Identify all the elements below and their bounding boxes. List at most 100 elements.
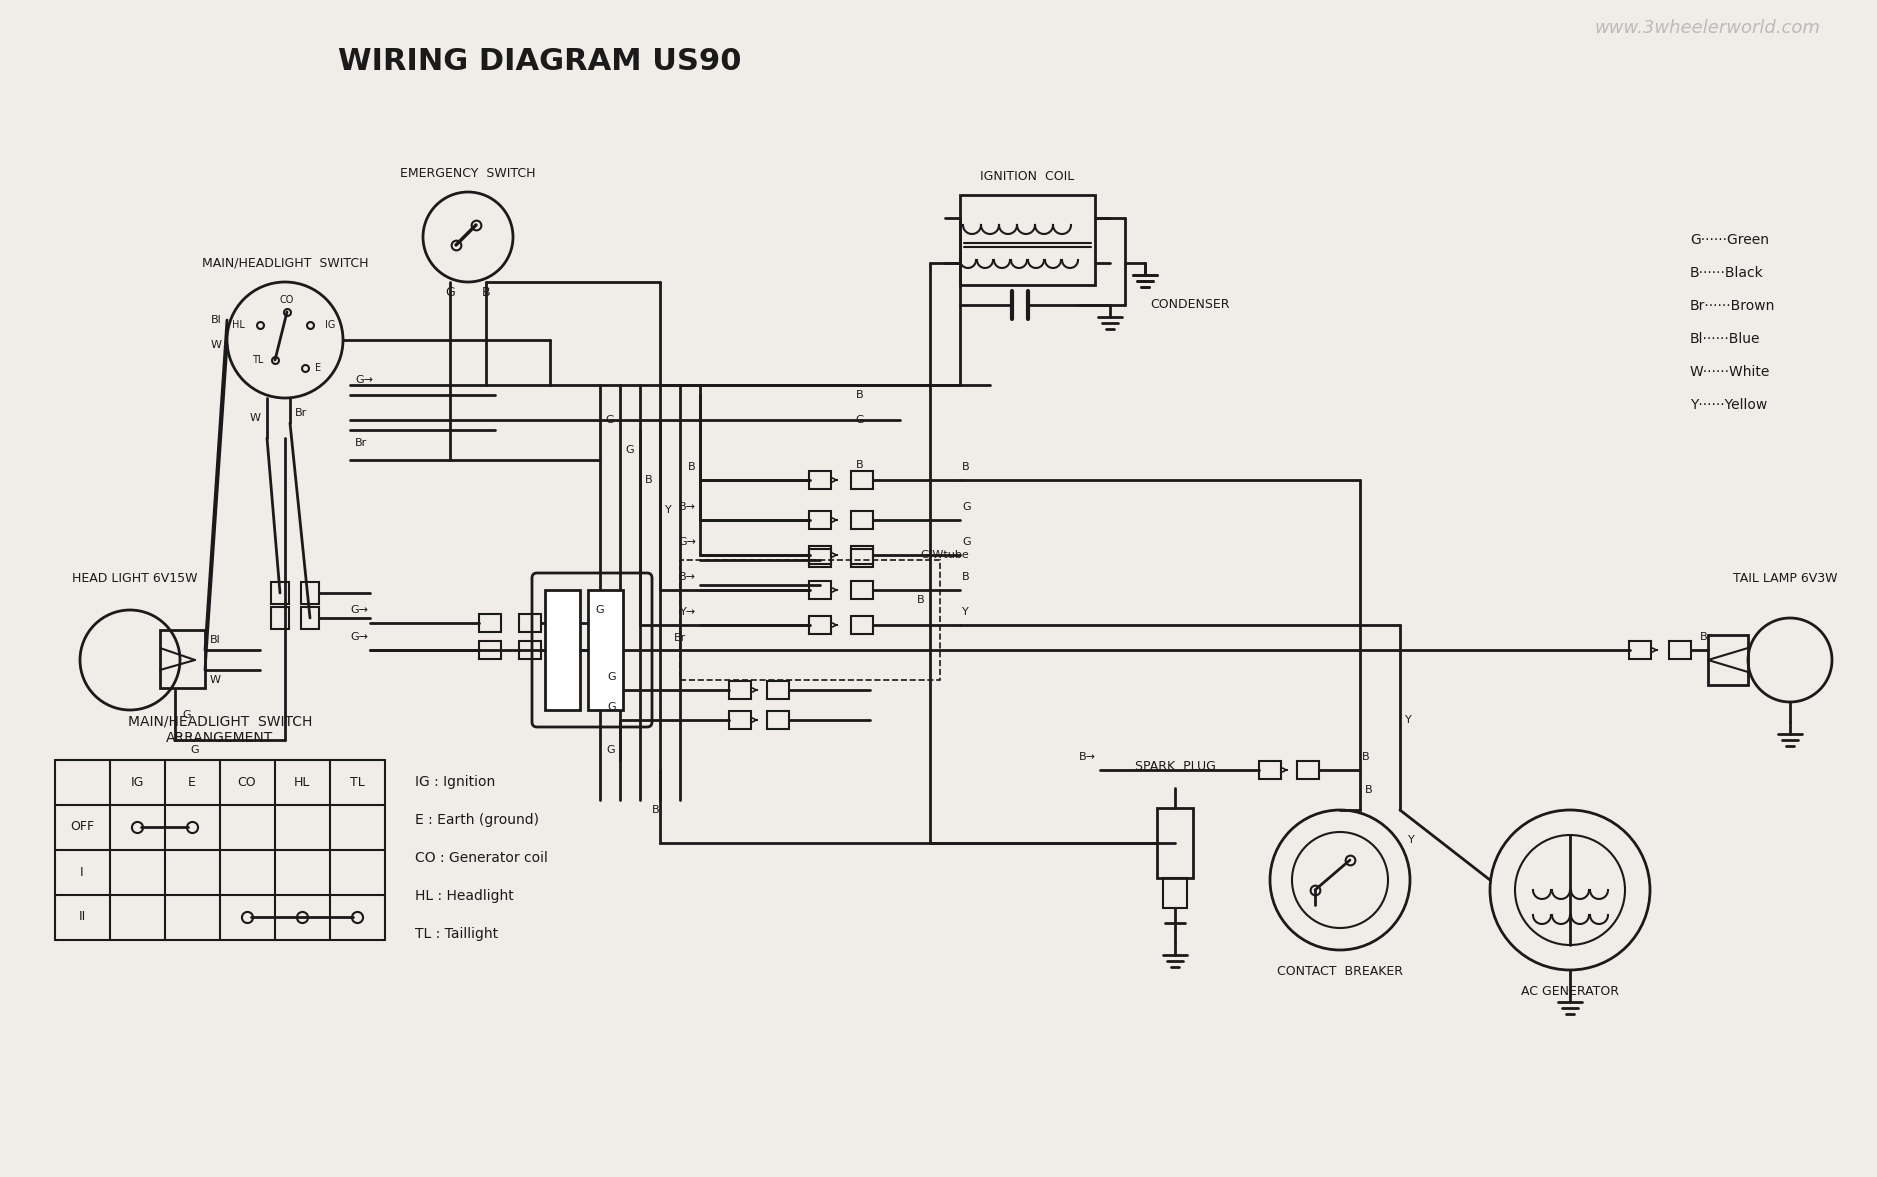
Bar xyxy=(1164,878,1186,907)
Text: E: E xyxy=(188,776,195,789)
Bar xyxy=(768,711,788,729)
Text: B→: B→ xyxy=(679,572,696,581)
Text: IG : Ignition: IG : Ignition xyxy=(415,774,496,789)
Bar xyxy=(809,548,832,567)
Text: G: G xyxy=(608,701,616,712)
Text: B: B xyxy=(918,596,925,605)
Text: B: B xyxy=(1363,752,1370,762)
Text: Y······Yellow: Y······Yellow xyxy=(1689,398,1768,412)
Text: IGNITION  COIL: IGNITION COIL xyxy=(980,169,1074,182)
Text: SPARK  PLUG: SPARK PLUG xyxy=(1134,760,1216,773)
Bar xyxy=(544,590,580,710)
Text: Bl: Bl xyxy=(210,636,221,645)
Text: Br: Br xyxy=(674,633,687,643)
Text: B: B xyxy=(963,572,970,581)
Text: HL: HL xyxy=(233,320,246,330)
Bar xyxy=(1156,807,1194,878)
Bar xyxy=(1629,641,1652,659)
Text: HL : Headlight: HL : Headlight xyxy=(415,889,514,903)
Text: TL: TL xyxy=(252,355,263,365)
Text: MAIN/HEADLIGHT  SWITCH
ARRANGEMENT: MAIN/HEADLIGHT SWITCH ARRANGEMENT xyxy=(128,714,312,745)
Bar xyxy=(809,511,832,528)
Text: G: G xyxy=(963,503,970,512)
Text: IG: IG xyxy=(325,320,336,330)
Bar xyxy=(1708,636,1747,685)
Bar xyxy=(1669,641,1691,659)
Text: W: W xyxy=(210,340,221,350)
Text: B: B xyxy=(653,805,661,814)
Text: HEAD LIGHT 6V15W: HEAD LIGHT 6V15W xyxy=(71,572,197,585)
Text: G······Green: G······Green xyxy=(1689,233,1768,247)
Text: E: E xyxy=(315,363,321,373)
Text: G: G xyxy=(182,710,191,720)
Bar xyxy=(1297,762,1320,779)
Bar xyxy=(728,681,751,699)
Text: Br: Br xyxy=(355,438,368,448)
Text: G: G xyxy=(606,745,616,754)
Bar xyxy=(300,581,319,604)
Text: G: G xyxy=(445,286,454,299)
Text: Y→: Y→ xyxy=(679,607,696,617)
Bar xyxy=(850,511,873,528)
Bar xyxy=(850,581,873,599)
Text: B: B xyxy=(963,463,970,472)
Text: TL : Taillight: TL : Taillight xyxy=(415,927,497,940)
Text: W: W xyxy=(210,674,221,685)
Bar xyxy=(160,630,205,689)
Bar xyxy=(679,560,940,680)
Bar xyxy=(270,581,289,604)
Text: Bl······Blue: Bl······Blue xyxy=(1689,332,1761,346)
Bar xyxy=(479,641,501,659)
Text: www.3wheelerworld.com: www.3wheelerworld.com xyxy=(1594,19,1821,36)
Text: B: B xyxy=(646,476,653,485)
Text: OFF: OFF xyxy=(69,820,94,833)
Text: B: B xyxy=(1365,785,1372,794)
Text: IG: IG xyxy=(130,776,145,789)
Text: EMERGENCY  SWITCH: EMERGENCY SWITCH xyxy=(400,167,535,180)
Text: G→: G→ xyxy=(349,605,368,616)
Text: G: G xyxy=(595,605,604,616)
Bar xyxy=(520,641,541,659)
Bar xyxy=(809,546,832,564)
Text: B→: B→ xyxy=(679,503,696,512)
Text: Br: Br xyxy=(1701,632,1712,641)
Text: CO: CO xyxy=(238,776,257,789)
Text: B→: B→ xyxy=(1079,752,1096,762)
Text: Y: Y xyxy=(963,607,969,617)
Text: Br······Brown: Br······Brown xyxy=(1689,299,1776,313)
Bar xyxy=(850,546,873,564)
Bar xyxy=(768,681,788,699)
Bar xyxy=(520,614,541,632)
Text: CO: CO xyxy=(280,295,295,305)
Text: G: G xyxy=(963,537,970,547)
Text: E : Earth (ground): E : Earth (ground) xyxy=(415,813,539,827)
Text: G: G xyxy=(608,672,616,681)
Text: B······Black: B······Black xyxy=(1689,266,1764,280)
Text: CO : Generator coil: CO : Generator coil xyxy=(415,851,548,865)
Text: G→: G→ xyxy=(349,632,368,641)
Text: G: G xyxy=(625,445,634,455)
Text: B: B xyxy=(856,460,863,470)
Text: G→: G→ xyxy=(355,375,374,385)
Text: G: G xyxy=(604,415,614,425)
Text: G: G xyxy=(856,415,863,425)
Bar xyxy=(959,195,1094,285)
Bar xyxy=(270,607,289,629)
Bar xyxy=(588,590,623,710)
Text: B: B xyxy=(856,390,863,400)
Text: Br: Br xyxy=(295,408,308,418)
Text: MAIN/HEADLIGHT  SWITCH: MAIN/HEADLIGHT SWITCH xyxy=(201,257,368,270)
Bar xyxy=(809,471,832,488)
Text: CONDENSER: CONDENSER xyxy=(1151,299,1229,312)
Text: I: I xyxy=(81,865,84,878)
Text: AC GENERATOR: AC GENERATOR xyxy=(1520,985,1620,998)
Text: B: B xyxy=(482,286,490,299)
Text: TL: TL xyxy=(349,776,364,789)
Text: W······White: W······White xyxy=(1689,365,1770,379)
Text: CONTACT  BREAKER: CONTACT BREAKER xyxy=(1276,965,1402,978)
Bar xyxy=(479,614,501,632)
Bar xyxy=(850,471,873,488)
Text: HL: HL xyxy=(295,776,310,789)
Bar xyxy=(809,616,832,634)
Bar xyxy=(1259,762,1280,779)
